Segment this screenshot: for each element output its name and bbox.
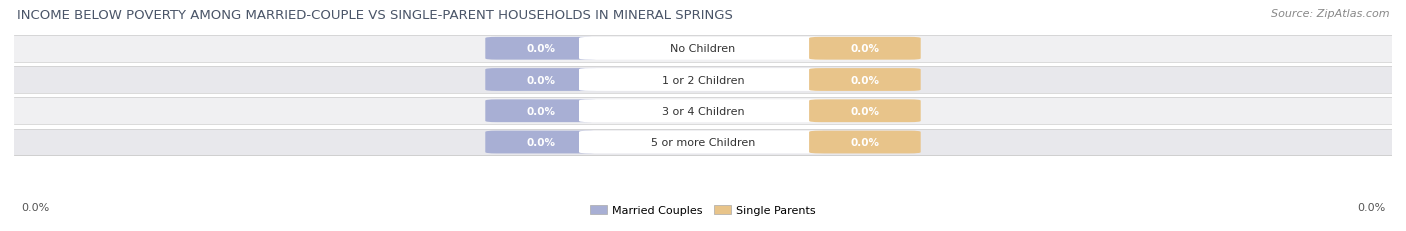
- Text: 3 or 4 Children: 3 or 4 Children: [662, 106, 744, 116]
- FancyBboxPatch shape: [14, 36, 1392, 62]
- FancyBboxPatch shape: [14, 98, 1392, 125]
- FancyBboxPatch shape: [808, 69, 921, 91]
- Text: 0.0%: 0.0%: [527, 75, 555, 85]
- FancyBboxPatch shape: [14, 67, 1392, 93]
- FancyBboxPatch shape: [485, 38, 598, 60]
- FancyBboxPatch shape: [579, 38, 827, 60]
- FancyBboxPatch shape: [808, 100, 921, 123]
- FancyBboxPatch shape: [485, 69, 598, 91]
- Text: 5 or more Children: 5 or more Children: [651, 137, 755, 147]
- Text: 0.0%: 0.0%: [851, 44, 879, 54]
- FancyBboxPatch shape: [808, 38, 921, 60]
- Text: Source: ZipAtlas.com: Source: ZipAtlas.com: [1271, 9, 1389, 19]
- Text: 0.0%: 0.0%: [851, 75, 879, 85]
- Text: 0.0%: 0.0%: [527, 137, 555, 147]
- FancyBboxPatch shape: [808, 131, 921, 154]
- FancyBboxPatch shape: [485, 131, 598, 154]
- Text: No Children: No Children: [671, 44, 735, 54]
- Legend: Married Couples, Single Parents: Married Couples, Single Parents: [586, 200, 820, 219]
- Text: 0.0%: 0.0%: [21, 202, 49, 212]
- FancyBboxPatch shape: [485, 100, 598, 123]
- FancyBboxPatch shape: [579, 100, 827, 123]
- Text: INCOME BELOW POVERTY AMONG MARRIED-COUPLE VS SINGLE-PARENT HOUSEHOLDS IN MINERAL: INCOME BELOW POVERTY AMONG MARRIED-COUPL…: [17, 9, 733, 22]
- Text: 0.0%: 0.0%: [1357, 202, 1385, 212]
- Text: 0.0%: 0.0%: [527, 44, 555, 54]
- FancyBboxPatch shape: [14, 129, 1392, 156]
- Text: 0.0%: 0.0%: [527, 106, 555, 116]
- Text: 0.0%: 0.0%: [851, 137, 879, 147]
- FancyBboxPatch shape: [579, 131, 827, 154]
- FancyBboxPatch shape: [579, 69, 827, 91]
- Text: 1 or 2 Children: 1 or 2 Children: [662, 75, 744, 85]
- Text: 0.0%: 0.0%: [851, 106, 879, 116]
